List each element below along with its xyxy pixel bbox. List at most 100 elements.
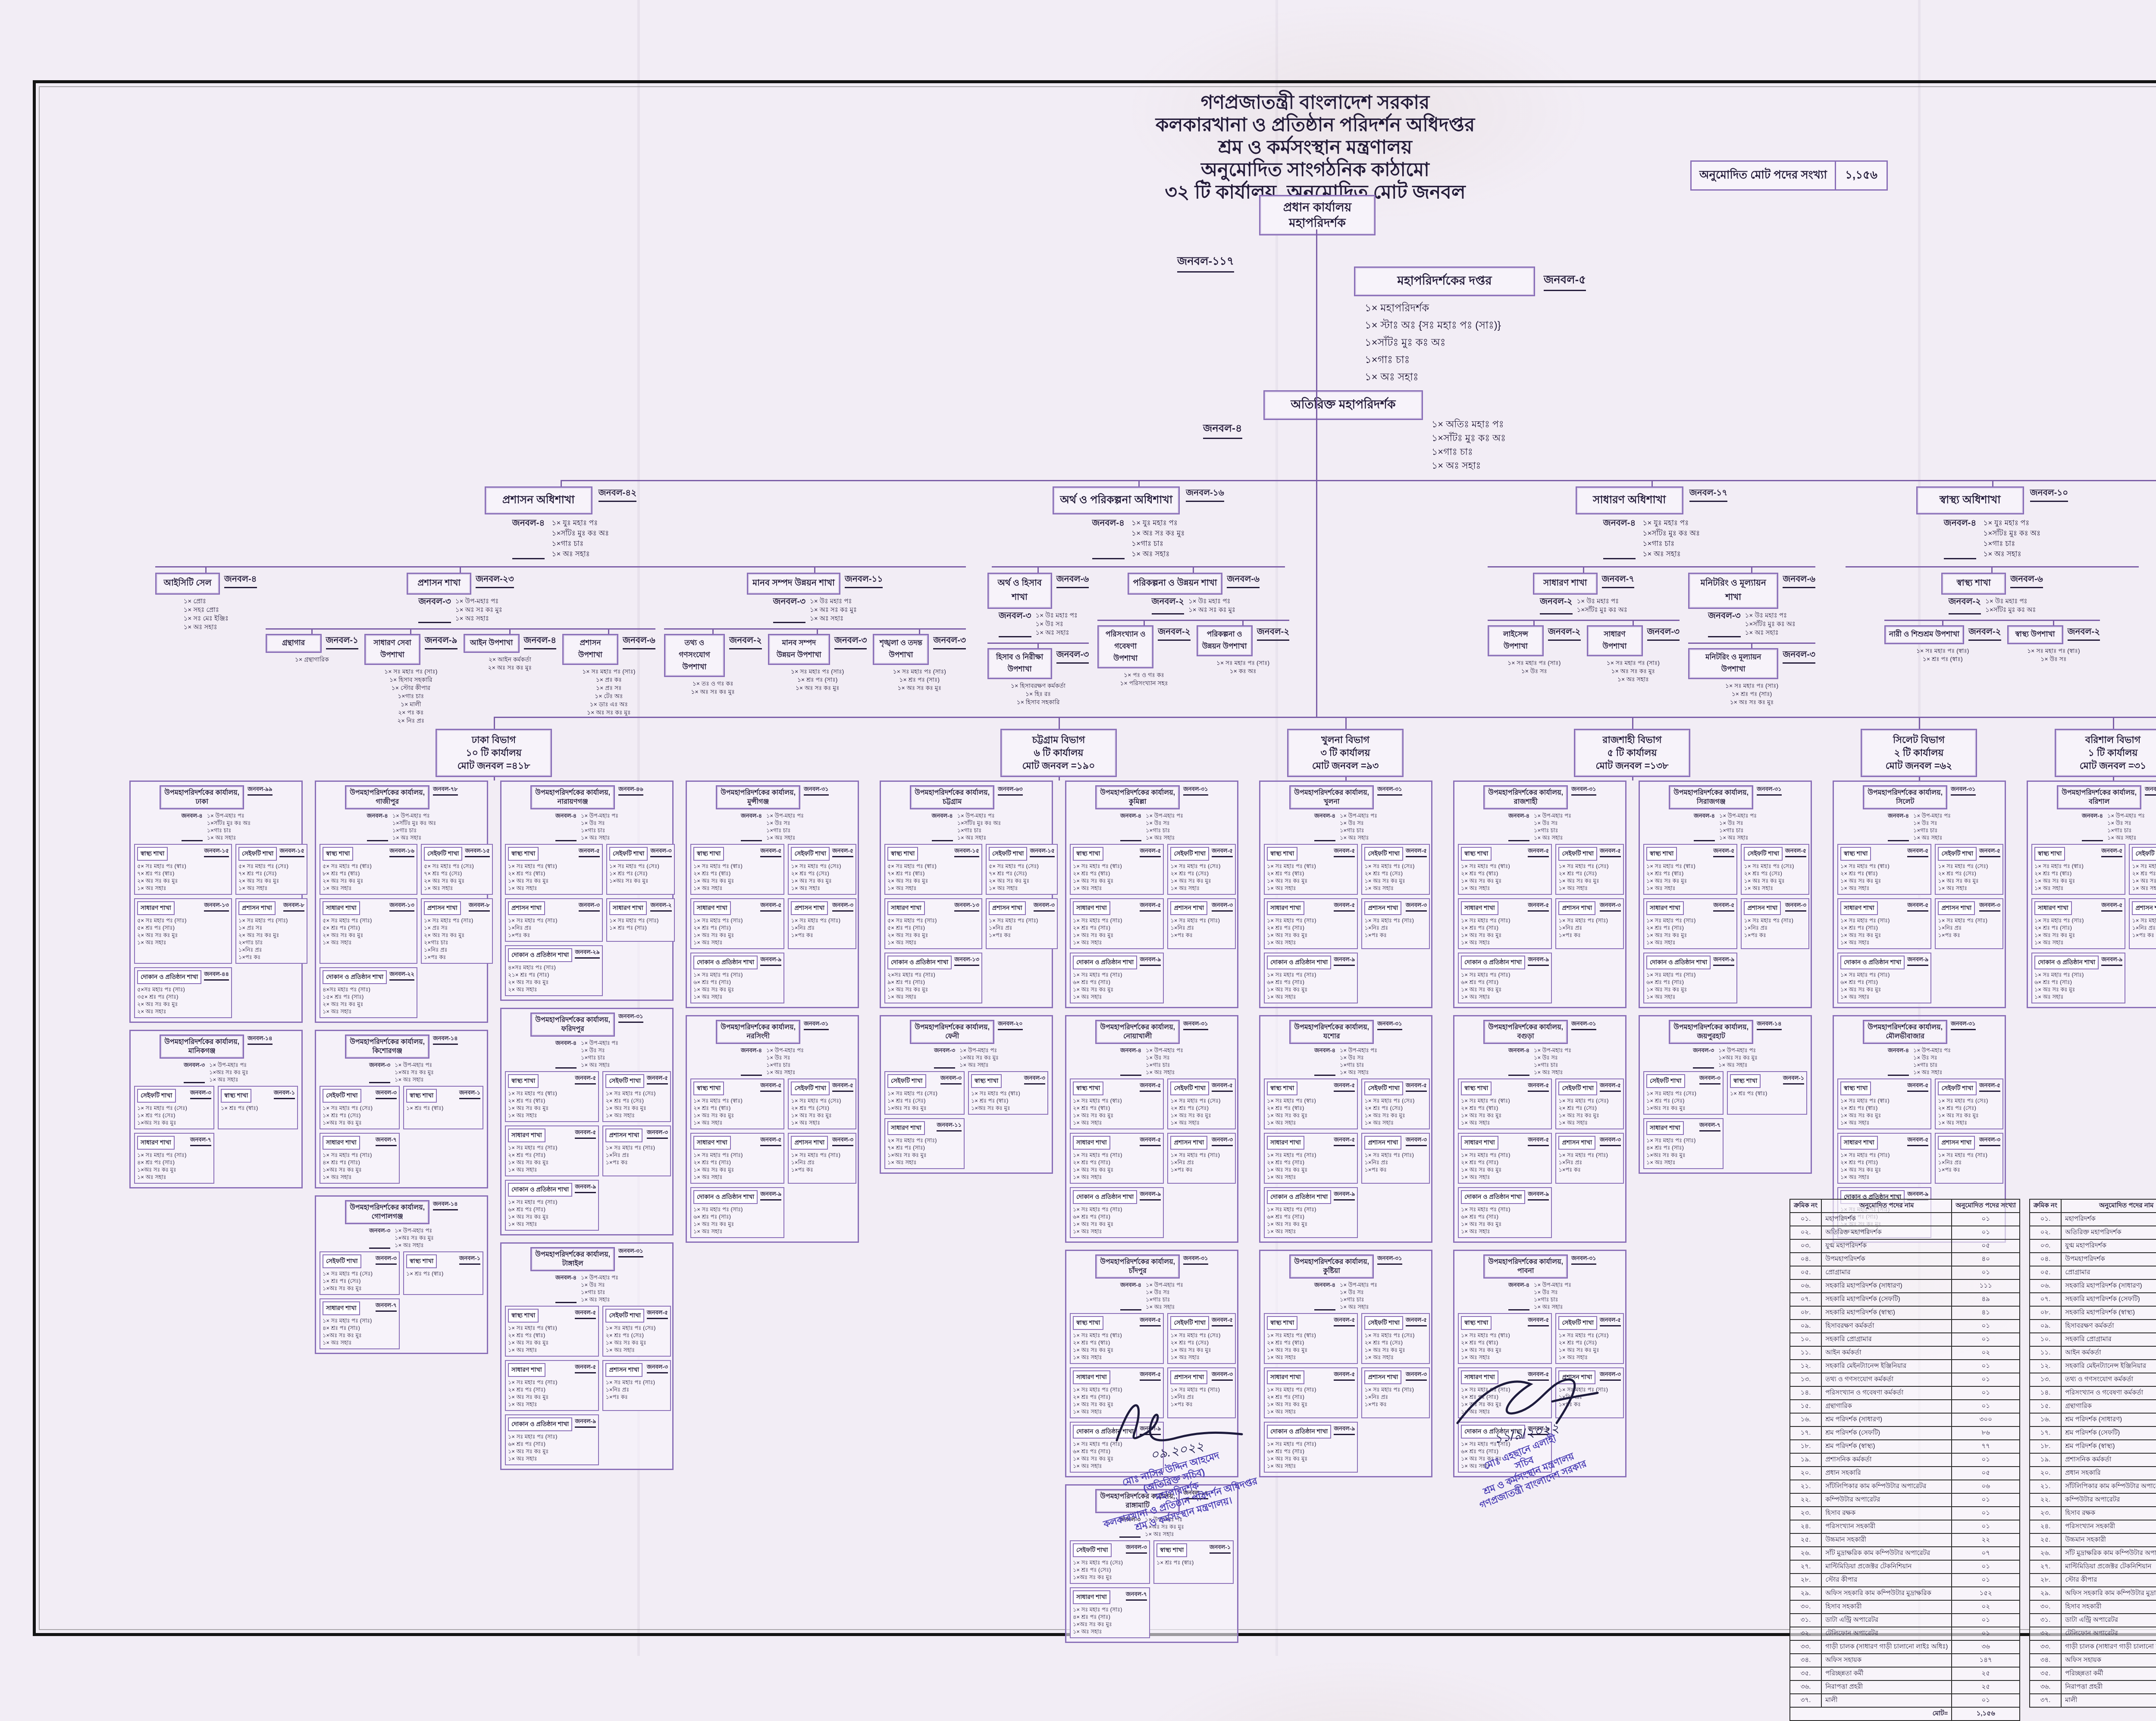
manpower-badge: জনবল-৩ [1024, 1074, 1045, 1085]
posts-list: ১× সঃ মহাঃ পঃ (সেঃ)২× শ্রঃ পঃ (সেঃ)১× অঃ… [605, 1324, 668, 1354]
post-item: ১×অঃ সঃ কঃ মুঃ [323, 1285, 362, 1292]
post-item: ১× প্রোঃ [183, 598, 206, 605]
post-item: ১×নিঃ প্রঃ [1744, 925, 1768, 931]
posts-list: ১× উপ-মহাঃ পঃ ১×অঃ সঃ কঃ মুঃ ১× অঃ সহাঃ [1718, 1047, 1758, 1069]
office-section-box: স্বাস্থ্য শাখা [1461, 1082, 1492, 1095]
table-row: ০৫. প্রোগ্রামার ০১ [1789, 1266, 2021, 1280]
post-item: ১× সঃ মহাঃ পঃ (সাঃ) [1461, 1152, 1510, 1158]
office-section-header: স্বাস্থ্য শাখা জনবল-৫ [508, 847, 600, 861]
post-item: ১× অঃ সহাঃ [1073, 1354, 1102, 1360]
manpower-badge: জনবল-৫ [1212, 1082, 1233, 1092]
post-item: ১× উঃ সঃ [1340, 1054, 1364, 1061]
division-column: উপমহাপরিদর্শকের কার্যালয়, রাজশাহী জনবল-৩১… [1453, 781, 1626, 1477]
table-cell: ৩১. [1789, 1613, 1822, 1627]
manpower-badge: জনবল-৩ [934, 1047, 956, 1069]
post-item: ১× অঃ সহাঃ [508, 1221, 537, 1227]
manpower-badge: জনবল-৭৮ [433, 785, 458, 796]
office-cluster-header: উপমহাপরিদর্শকের কার্যালয়, নারায়ণগঞ্জ জনব… [505, 785, 669, 809]
division-name: খুলনা বিভাগ [1321, 734, 1370, 745]
post-item: ১× অঃ সঃ কঃ মুঃ [508, 1159, 549, 1166]
office-section-header: সাধারণ শাখা জনবল-১১ [887, 1121, 962, 1135]
manpower-badge: জনবল-৫ [1334, 1370, 1355, 1381]
posts-list: ১× সঃ মহাঃ পঃ (সাঃ)৬× শ্রঃ পঃ (সাঃ)১× অঃ… [693, 971, 781, 1000]
post-item: ১× অঃ সহাঃ [423, 885, 453, 891]
post-item: ১×নিঃ প্রঃ [1558, 925, 1583, 931]
division-header-চট্টগ্রাম বিভাগ: চট্টগ্রাম বিভাগ ৬ টি কার্যালয় মোট জনবল =১… [1000, 729, 1117, 777]
office-section-box: স্বাস্থ্য শাখা [1840, 1082, 1871, 1095]
manpower-badge: জনবল-২৯ [575, 948, 600, 959]
manpower-badge: জনবল-৩ [375, 1254, 397, 1265]
office-district: যশোর [1323, 1033, 1340, 1040]
office-section-header: স্বাস্থ্য শাখা জনবল-১৫ [887, 847, 979, 861]
table-cell: ১৭. [1789, 1426, 1822, 1440]
office-cluster-header: উপমহাপরিদর্শকের কার্যালয়, চট্টগ্রাম জনবল-… [884, 785, 1048, 809]
manpower-badge: জনবল-১ [326, 634, 359, 649]
table-cell: ২৫. [1789, 1533, 1822, 1547]
title-government: গণপ্রজাতন্ত্রী বাংলাদেশ সরকার [1200, 92, 1430, 113]
manpower-badge: জনবল-৪ [1603, 518, 1636, 559]
office-section-প্রশাসন শাখা: প্রশাসন শাখাজনবল-৩১× সঃ মহাঃ পঃ (সাঃ)১×ন… [505, 898, 603, 942]
office-section-প্রশাসন শাখা: প্রশাসন শাখাজনবল-৩১× সঃ মহাঃ পঃ (সাঃ)১×ন… [1167, 1133, 1236, 1184]
post-item: ১× সঃ মহাঃ পঃ (স্বাঃ) [1840, 863, 1890, 869]
post-item: ১× সঃ মহাঃ পঃ (সেঃ) [323, 1270, 373, 1277]
manpower-badge: জনবল-৫ [1528, 901, 1549, 912]
table-cell: ৩৬. [2029, 1680, 2062, 1694]
manpower-badge: জনবল-৩১ [1571, 1254, 1596, 1265]
office-prefix: উপমহাপরিদর্শকের কার্যালয়, [915, 789, 990, 796]
office-section-box: সেইফটি শাখা [1938, 847, 1977, 861]
manpower-badge: জনবল-৩ [1406, 1136, 1427, 1146]
post-item: ১× অঃ সঃ কঃ মুঃ [1267, 1112, 1308, 1119]
post-item: ১× অঃ সহাঃ [137, 885, 166, 891]
post-item: ১× সঃ মহাঃ পঃ (সাঃ) [1646, 917, 1696, 924]
manpower-badge: জনবল-৯ [760, 956, 782, 966]
ig-office-box: মহাপরিদর্শকের দপ্তর [1354, 266, 1535, 296]
post-item: ১× অঃ সহাঃ [552, 550, 590, 558]
post-item: ১×সাঁটঃ মুঃ কঃ অঃ [1985, 606, 2036, 614]
post-item: ১× অঃ সহাঃ [1267, 1463, 1296, 1469]
subsection-posts: ১× হিসাবরক্ষণ কর্মকর্তা ১× হিঃ রঃ ১× হিসাব… [987, 682, 1089, 706]
manpower-badge: জনবল-৪ [740, 1047, 762, 1076]
post-item: ১× অঃ সহাঃ [1617, 676, 1649, 683]
subsection-posts: ১× সঃ মহাঃ পঃ (সাঃ) ১× শ্রঃ পঃ (সাঃ) ১× অঃ… [873, 668, 966, 692]
post-item: ২× শ্রঃ পঃ (সেঃ) [1938, 870, 1976, 877]
manpower-badge: জনবল-২ [2067, 625, 2100, 641]
posts-list: ১× সঃ মহাঃ পঃ (সাঃ) ৪× শ্রঃ পঃ (সাঃ) ১×অঃ … [1646, 1137, 1720, 1166]
post-item: ২× আইন কর্মকর্তা [488, 656, 531, 663]
office-section-box: স্বাস্থ্য শাখা [887, 847, 918, 861]
post-item: ১× উঃ সঃ [1534, 820, 1558, 826]
manpower-badge: জনবল-৩১ [618, 1013, 643, 1023]
post-item: ১× অঃ সঃ কঃ মুঃ [1744, 878, 1785, 884]
post-item: ১× অঃ সহাঃ [1364, 1119, 1394, 1126]
office-section-স্বাস্থ্য শাখা: স্বাস্থ্য শাখা জনবল-৫ ১× সঃ মহাঃ পঃ (স্বাঃ… [1070, 1078, 1164, 1129]
post-item: ১×নিঃ প্রঃ [791, 925, 815, 931]
office-section-header: দোকান ও প্রতিষ্ঠান শাখা জনবল-৯ [1646, 956, 1735, 969]
post-item: ১×গাঃ চাঃ [552, 539, 584, 548]
manpower-badge: জনবল-৯ [2101, 956, 2123, 966]
manpower-badge: জনবল-৩ [1212, 1136, 1233, 1146]
posts-list: ১× সঃ মহাঃ পঃ (সেঃ)২× শ্রঃ পঃ (সেঃ)১× অঃ… [1170, 1332, 1233, 1361]
post-item: ২× শ্রঃ পঃ (স্বাঃ) [1461, 870, 1498, 877]
table-cell: ০১ [1951, 1627, 2021, 1641]
office-section-header: স্বাস্থ্য শাখা জনবল-৫ [1267, 1316, 1355, 1330]
post-item: ৫× সঃ মহাঃ পঃ (সেঃ) [238, 863, 288, 869]
table-body: ০১.মহাপরিদর্শক= মঃ পঃ০২.অতিরিক্ত মহাপরিদ… [2029, 1212, 2156, 1708]
division-total-manpower: মোট জনবল =৬২ [1885, 760, 1952, 771]
post-item: ৭× শ্রঃ পঃ (সেঃ) [238, 870, 277, 877]
subsection-header: প্রশাসন উপশাখা জনবল-৬ [562, 634, 655, 665]
office-section-header: স্বাস্থ্য শাখা জনবল-৫ [1461, 1316, 1549, 1330]
table-cell: ১৪. [1789, 1386, 1822, 1400]
post-item: ১× উঃ সঃ [1521, 668, 1547, 674]
posts-list: ১× উঃ মহাঃ পঃ ১×সাঁটঃ মুঃ কঃ অঃ ১× অঃ সহাঃ [1745, 611, 1796, 637]
post-item: ১×পঃ কঃ [1170, 1166, 1193, 1173]
table-row: ১৬.শ্রম পরিদর্শক (সাধারণ)= শ্রঃ পঃ (সাঃ) [2029, 1413, 2156, 1427]
posts-list: ১× সঃ মহাঃ পঃ (স্বাঃ) ২× শ্রঃ পঃ (স্বাঃ) ১… [1073, 862, 1161, 892]
table-cell: ১৯. [2029, 1453, 2062, 1467]
posts-list: ১× সঃ মহাঃ পঃ (সেঃ) ১× শ্রঃ পঃ (সেঃ) ১×অঃ … [137, 1104, 211, 1126]
post-item: ১× সঃ মহাঃ পঃ (সাঃ) [323, 1317, 372, 1324]
post-item: ১৫× শ্রঃ পঃ (সাঃ) [323, 994, 364, 1000]
posts-list: ১× সঃ মহাঃ পঃ (স্বাঃ) ২× শ্রঃ পঃ (স্বাঃ) ১… [1267, 1097, 1355, 1126]
manpower-badge: জনবল-৫ [1140, 901, 1161, 912]
posts-list: ১× উপ-মহাঃ পঃ ১×অঃ সঃ কঃ মুঃ ১× অঃ সহাঃ [395, 1227, 434, 1249]
office-cluster-জয়পুরহাট: উপমহাপরিদর্শকের কার্যালয়, জয়পুরহাট জনবল-… [1639, 1015, 1812, 1174]
office-cluster-header: উপমহাপরিদর্শকের কার্যালয়, নরসিংদী জনবল-৩১ [690, 1020, 854, 1044]
